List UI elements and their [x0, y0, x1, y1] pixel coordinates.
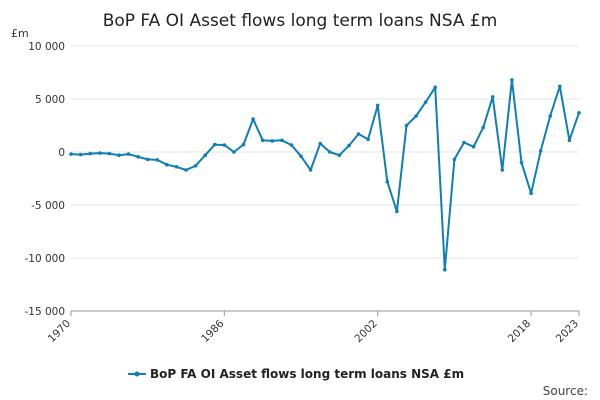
source-label[interactable]: Source: — [543, 384, 588, 398]
data-point[interactable] — [577, 111, 581, 115]
data-point[interactable] — [184, 168, 188, 172]
data-point[interactable] — [280, 138, 284, 143]
data-point[interactable] — [193, 164, 198, 168]
y-tick-label: 0 — [58, 147, 65, 159]
data-point[interactable] — [328, 150, 332, 154]
data-point[interactable] — [155, 158, 160, 162]
series-layer — [69, 78, 581, 272]
x-tick-label: 2002 — [352, 318, 379, 345]
y-tick-label: 10 000 — [28, 41, 65, 53]
data-point[interactable] — [260, 138, 265, 143]
data-point[interactable] — [337, 153, 342, 157]
data-point[interactable] — [414, 114, 418, 118]
data-point[interactable] — [145, 157, 150, 162]
data-point[interactable] — [385, 179, 390, 184]
data-point[interactable] — [88, 151, 92, 156]
x-tick-label: 2018 — [506, 318, 533, 345]
data-point[interactable] — [308, 168, 313, 172]
data-point[interactable] — [433, 85, 438, 90]
data-point[interactable] — [241, 142, 246, 147]
data-point[interactable] — [375, 103, 380, 108]
data-point[interactable] — [289, 143, 294, 147]
data-point[interactable] — [78, 152, 83, 157]
y-tick-label: -15 000 — [24, 306, 65, 318]
data-point[interactable] — [126, 152, 131, 156]
x-tick-label: 1986 — [199, 317, 227, 345]
data-point[interactable] — [538, 149, 543, 153]
data-point[interactable] — [222, 143, 227, 147]
y-axis: 10 000 5 000 0 -5 000 -10 000 -15 000 — [24, 41, 65, 318]
data-point[interactable] — [136, 155, 140, 159]
x-tick-label: 1970 — [46, 318, 73, 345]
data-point[interactable] — [548, 114, 552, 118]
data-point[interactable] — [347, 143, 351, 148]
data-point[interactable] — [529, 191, 533, 196]
series-line — [70, 78, 580, 271]
data-point[interactable] — [490, 95, 495, 99]
chart-title: BoP FA OI Asset flows long term loans NS… — [103, 11, 498, 31]
gridlines — [71, 45, 579, 312]
data-point[interactable] — [510, 78, 514, 82]
x-axis: 1970 1986 2002 2018 2023 — [46, 310, 581, 345]
y-tick-label: 5 000 — [35, 94, 65, 106]
data-point[interactable] — [558, 84, 562, 89]
legend[interactable]: BoP FA OI Asset flows long term loans NS… — [128, 367, 464, 381]
y-tick-label: -5 000 — [31, 200, 65, 212]
data-point[interactable] — [423, 100, 428, 104]
data-point[interactable] — [117, 153, 121, 157]
data-point[interactable] — [69, 152, 73, 156]
data-point[interactable] — [567, 138, 572, 143]
x-tick-label: 2023 — [554, 318, 581, 345]
data-point[interactable] — [462, 140, 466, 145]
legend-label: BoP FA OI Asset flows long term loans NS… — [150, 367, 464, 381]
data-point[interactable] — [356, 132, 361, 136]
data-point[interactable] — [213, 142, 217, 147]
y-tick-label: -10 000 — [24, 253, 65, 265]
data-point[interactable] — [174, 165, 179, 169]
data-point[interactable] — [443, 267, 447, 272]
data-point[interactable] — [404, 123, 409, 128]
y-axis-unit: £m — [11, 27, 29, 40]
data-point[interactable] — [366, 137, 370, 142]
data-point[interactable] — [452, 157, 457, 162]
data-point[interactable] — [395, 209, 399, 214]
data-point[interactable] — [500, 168, 505, 172]
data-point[interactable] — [251, 117, 255, 121]
data-point[interactable] — [519, 160, 524, 165]
data-point[interactable] — [232, 150, 236, 154]
data-point[interactable] — [299, 154, 303, 158]
legend-marker — [134, 371, 140, 377]
data-point[interactable] — [270, 139, 275, 143]
data-point[interactable] — [165, 162, 169, 167]
data-point[interactable] — [318, 141, 323, 146]
data-point[interactable] — [98, 151, 102, 155]
data-point[interactable] — [471, 144, 476, 149]
data-point[interactable] — [203, 153, 207, 157]
data-point[interactable] — [481, 125, 486, 130]
data-point[interactable] — [107, 151, 112, 156]
